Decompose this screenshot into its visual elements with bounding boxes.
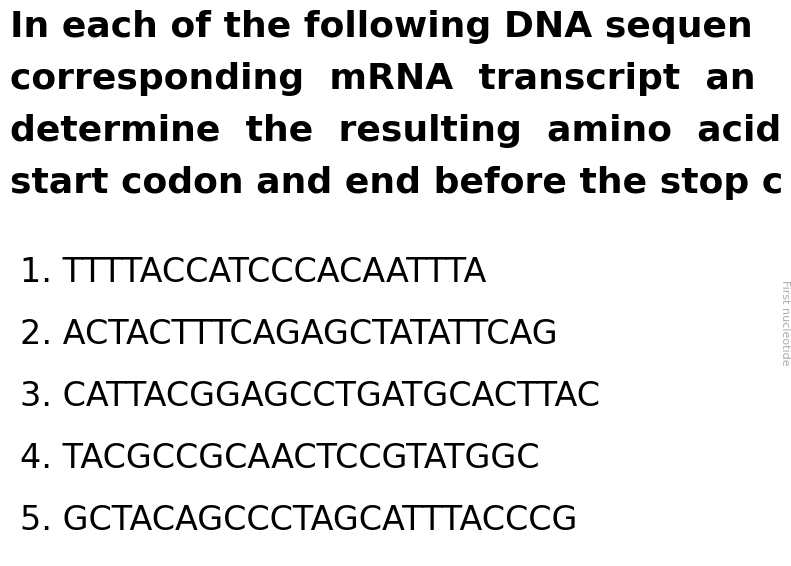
Text: In each of the following DNA sequen: In each of the following DNA sequen bbox=[10, 10, 753, 44]
Text: 3. CATTACGGAGCCTGATGCACTTAC: 3. CATTACGGAGCCTGATGCACTTAC bbox=[20, 380, 600, 413]
Text: First nucleotide: First nucleotide bbox=[780, 280, 790, 366]
Text: corresponding  mRNA  transcript  an: corresponding mRNA transcript an bbox=[10, 62, 755, 96]
Text: 4. TACGCCGCAACTCCGTATGGC: 4. TACGCCGCAACTCCGTATGGC bbox=[20, 442, 539, 475]
Text: 5. GCTACAGCCCTAGCATTTACCCG: 5. GCTACAGCCCTAGCATTTACCCG bbox=[20, 504, 577, 537]
Text: 1. TTTTACCATCCCACAATTTA: 1. TTTTACCATCCCACAATTTA bbox=[20, 256, 486, 289]
Text: 2. ACTACTTTCAGAGCTATATTCAG: 2. ACTACTTTCAGAGCTATATTCAG bbox=[20, 318, 558, 351]
Text: start codon and end before the stop c: start codon and end before the stop c bbox=[10, 166, 783, 200]
Text: determine  the  resulting  amino  acid: determine the resulting amino acid bbox=[10, 114, 782, 148]
